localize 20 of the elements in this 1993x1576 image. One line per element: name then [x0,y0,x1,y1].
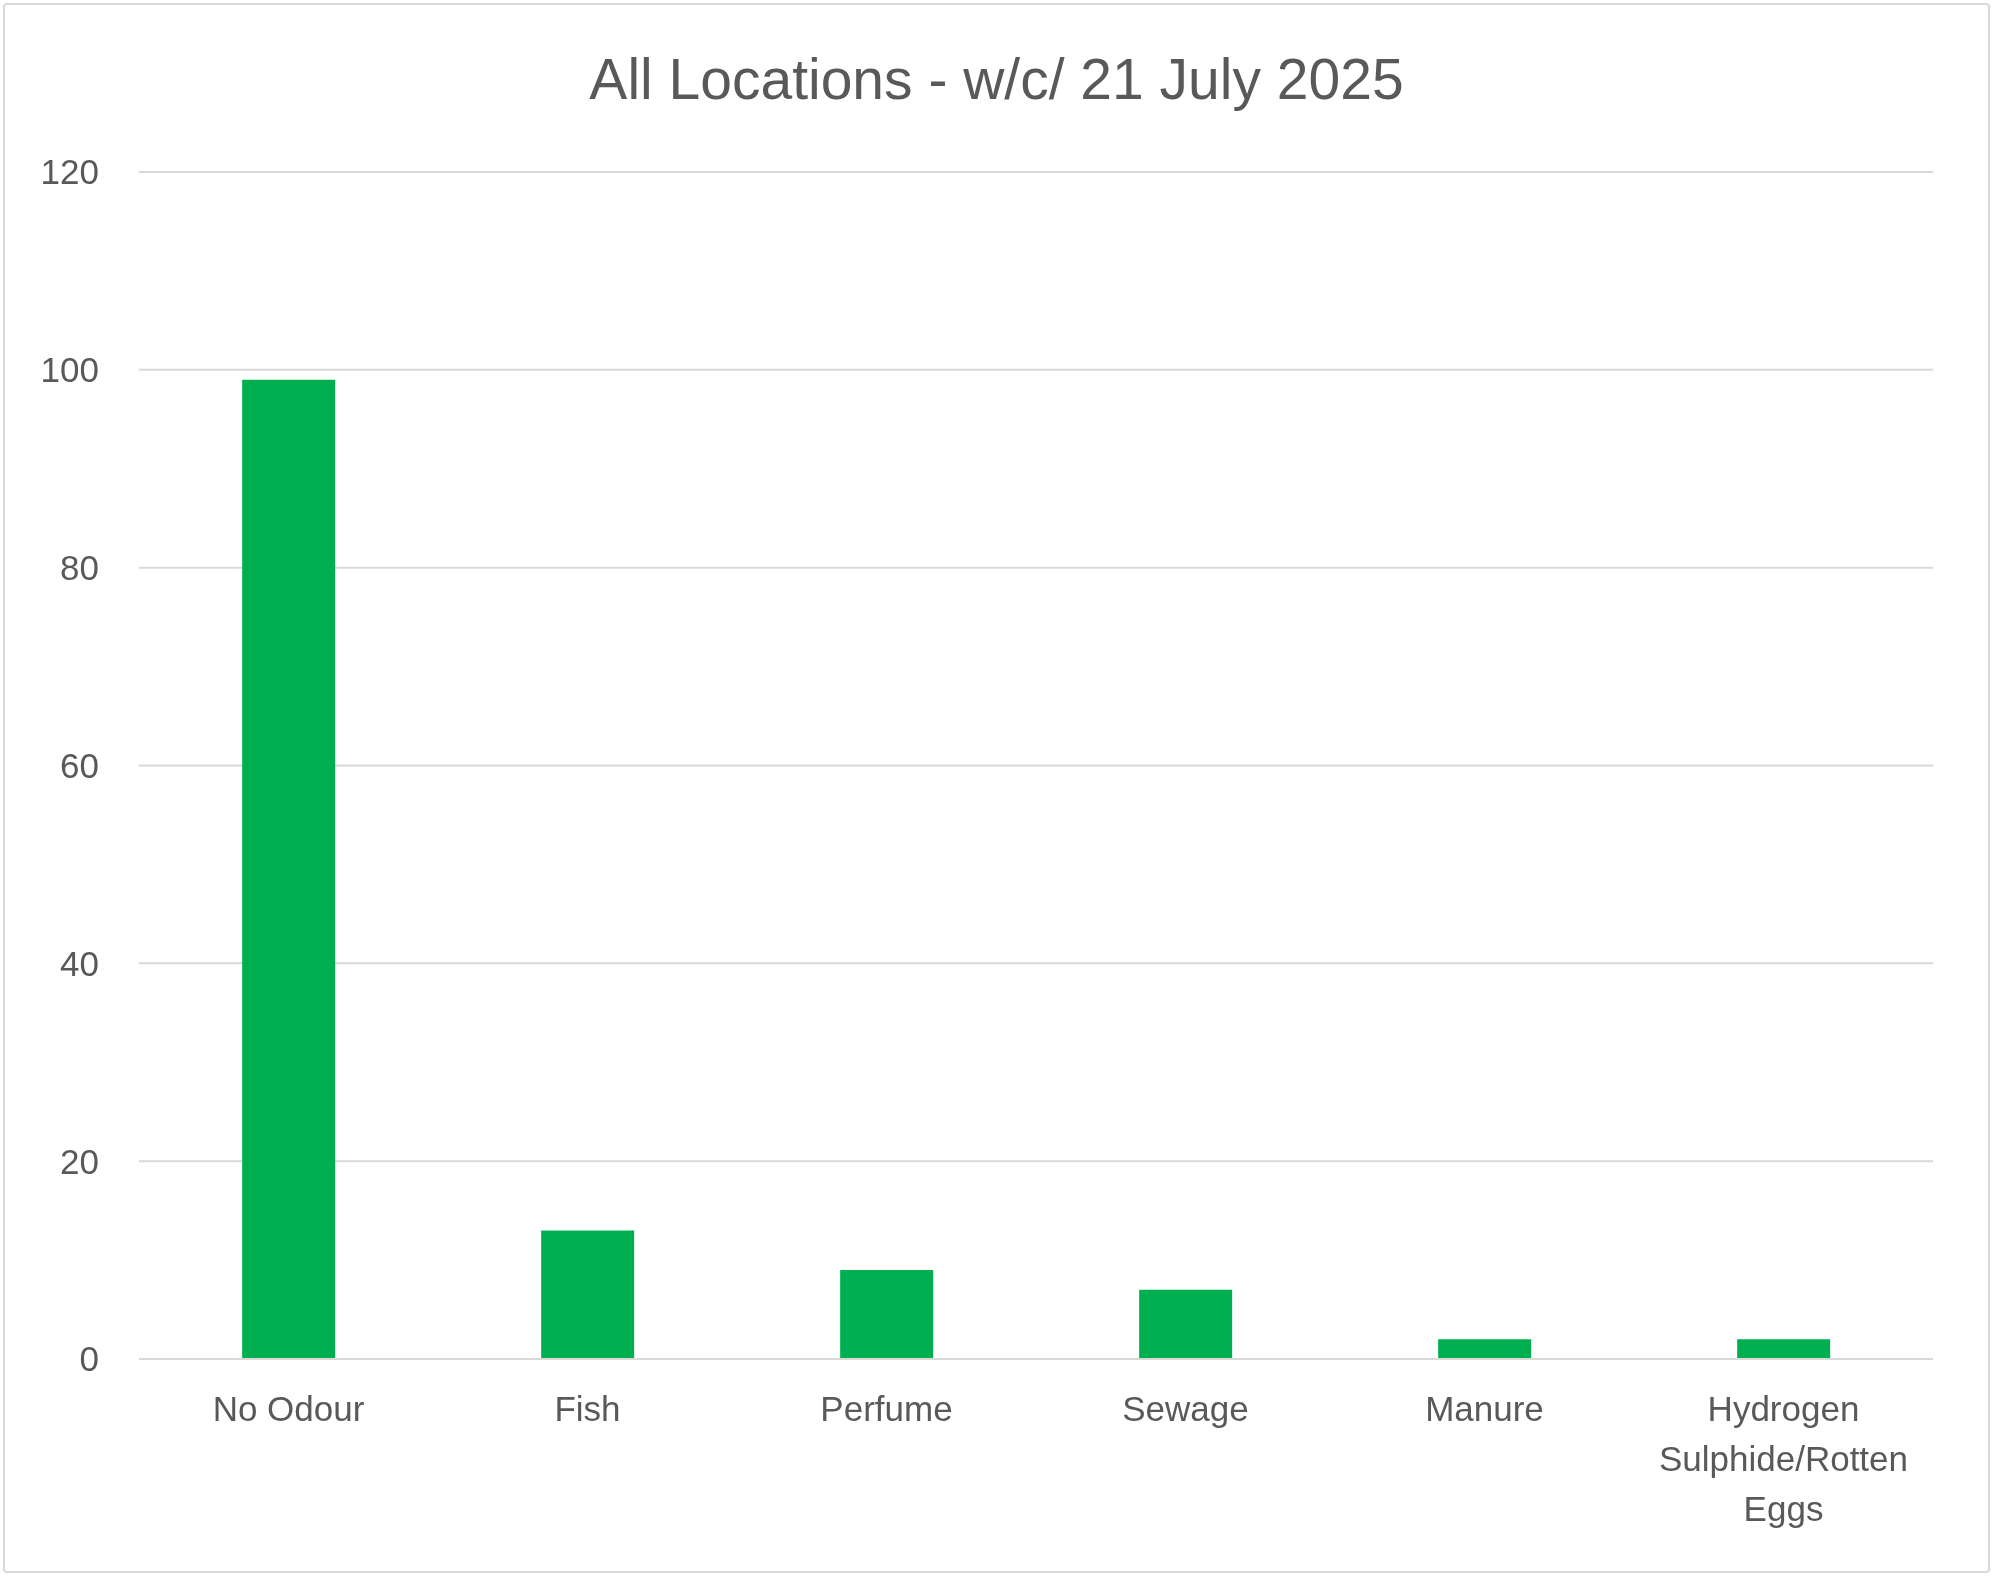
y-tick-label: 60 [60,745,99,785]
x-tick-label: Hydrogen Sulphide/Rotten Eggs [1658,1388,1909,1528]
y-tick-label: 120 [40,152,99,192]
bar [1737,1339,1831,1359]
x-tick-label: Sewage [1122,1388,1249,1428]
bar [1438,1339,1532,1359]
y-tick-label: 0 [79,1339,99,1379]
bar [242,379,336,1359]
x-tick-label: No Odour [212,1388,365,1428]
chart-title: All Locations - w/c/ 21 July 2025 [588,46,1405,113]
x-tick-label: Perfume [820,1388,953,1428]
y-tick-label: 80 [60,548,99,588]
y-tick-label: 100 [40,350,99,390]
x-tick-label: Manure [1425,1388,1544,1428]
y-tick-label: 20 [60,1141,99,1181]
bar [840,1269,934,1359]
x-tick-label: Fish [554,1388,621,1428]
bar [541,1230,635,1359]
y-tick-label: 40 [60,943,99,983]
bar [1139,1289,1233,1359]
